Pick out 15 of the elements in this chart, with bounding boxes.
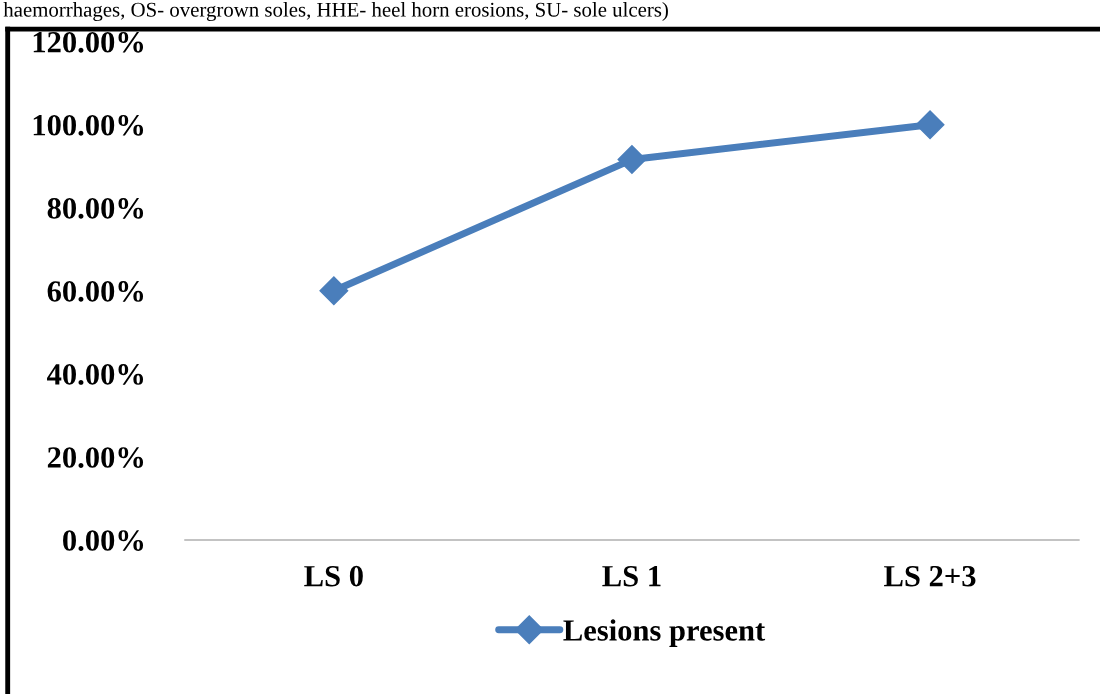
y-tick-label: 80.00% — [47, 198, 144, 219]
point — [915, 110, 945, 140]
x-tick-label: LS 1 — [602, 565, 661, 587]
legend-label: Lesions present — [563, 619, 766, 647]
y-tick-label: 0.00% — [63, 530, 144, 551]
point — [319, 276, 349, 306]
x-tick-label: LS 2+3 — [884, 565, 976, 587]
text: haemorrhages, OS- overgrown soles, HHE- heel horn erosions, SU- sole ulcers) — [3, 2, 668, 22]
y-tick-label: 40.00% — [47, 364, 144, 385]
x-tick-label: LS 0 — [304, 565, 363, 587]
y-tick-label: 20.00% — [47, 447, 144, 468]
point — [617, 145, 647, 175]
y-tick-label: 120.00% — [33, 31, 144, 53]
y-tick-label: 100.00% — [33, 114, 144, 136]
y-tick-label: 60.00% — [47, 281, 144, 302]
